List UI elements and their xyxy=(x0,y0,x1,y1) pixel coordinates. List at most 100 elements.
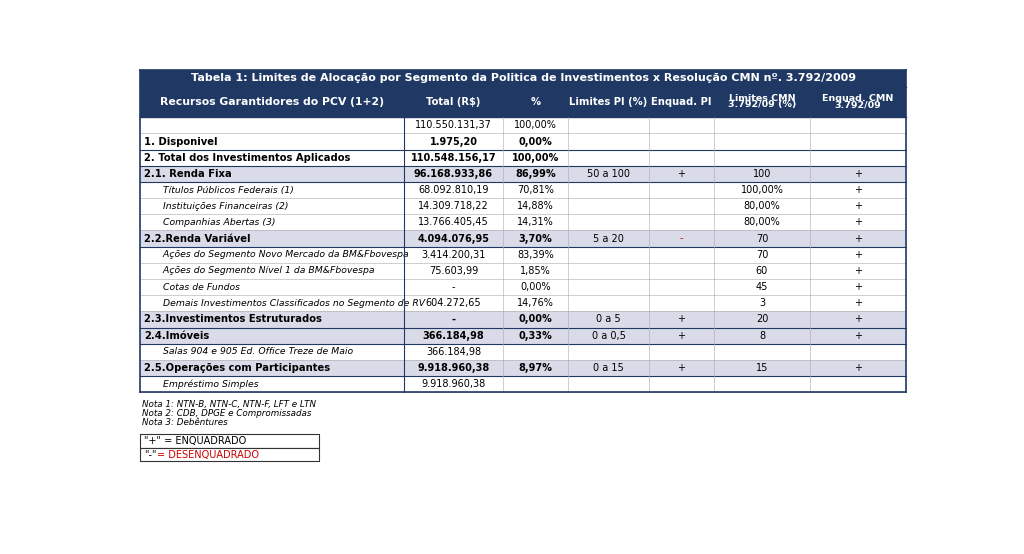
Text: +: + xyxy=(854,266,862,276)
Text: Ações do Segmento Novo Mercado da BM&Fbovespa: Ações do Segmento Novo Mercado da BM&Fbo… xyxy=(155,250,409,259)
Text: 0 a 15: 0 a 15 xyxy=(593,363,624,373)
Text: 0,00%: 0,00% xyxy=(520,282,551,292)
Text: +: + xyxy=(854,331,862,341)
Text: 366.184,98: 366.184,98 xyxy=(423,331,484,341)
Text: 9.918.960,38: 9.918.960,38 xyxy=(421,379,485,389)
Text: Ações do Segmento Nível 1 da BM&Fbovespa: Ações do Segmento Nível 1 da BM&Fbovespa xyxy=(155,266,375,275)
Text: Empréstimo Simples: Empréstimo Simples xyxy=(155,379,259,389)
Text: = DESENQUADRADO: = DESENQUADRADO xyxy=(158,449,259,460)
Text: 20: 20 xyxy=(756,315,768,325)
Bar xyxy=(649,86,714,117)
Text: +: + xyxy=(854,363,862,373)
Text: Enquad. CMN: Enquad. CMN xyxy=(822,94,894,103)
Text: 0 a 0,5: 0 a 0,5 xyxy=(592,331,626,341)
Text: +: + xyxy=(854,282,862,292)
Text: 1. Disponivel: 1. Disponivel xyxy=(144,136,218,147)
Text: Recursos Garantidores do PCV (1+2): Recursos Garantidores do PCV (1+2) xyxy=(160,97,384,107)
Bar xyxy=(140,134,906,150)
Text: Salas 904 e 905 Ed. Office Treze de Maio: Salas 904 e 905 Ed. Office Treze de Maio xyxy=(155,347,353,356)
Bar xyxy=(140,279,906,295)
Text: Limites PI (%): Limites PI (%) xyxy=(569,97,647,107)
Bar xyxy=(140,214,906,230)
Text: 100,00%: 100,00% xyxy=(514,120,557,130)
Text: 2.1. Renda Fixa: 2.1. Renda Fixa xyxy=(144,169,232,179)
Text: 9.918.960,38: 9.918.960,38 xyxy=(418,363,489,373)
Text: 0,00%: 0,00% xyxy=(519,136,553,147)
Text: 70,81%: 70,81% xyxy=(517,185,554,195)
Text: 45: 45 xyxy=(756,282,768,292)
Text: 2.3.Investimentos Estruturados: 2.3.Investimentos Estruturados xyxy=(144,315,323,325)
Text: Nota 1: NTN-B, NTN-C, NTN-F, LFT e LTN: Nota 1: NTN-B, NTN-C, NTN-F, LFT e LTN xyxy=(142,400,316,409)
Text: 14.309.718,22: 14.309.718,22 xyxy=(418,201,488,211)
Text: 100: 100 xyxy=(753,169,771,179)
Text: +: + xyxy=(854,298,862,308)
Text: Companhias Abertas (3): Companhias Abertas (3) xyxy=(155,218,275,227)
Bar xyxy=(403,86,503,117)
Text: -: - xyxy=(680,234,683,244)
Text: 0,33%: 0,33% xyxy=(519,331,553,341)
Text: 70: 70 xyxy=(756,234,768,244)
Bar xyxy=(140,150,906,166)
Text: 5 a 20: 5 a 20 xyxy=(593,234,624,244)
Text: 80,00%: 80,00% xyxy=(743,201,780,211)
Bar xyxy=(140,117,906,134)
Text: 366.184,98: 366.184,98 xyxy=(426,347,481,357)
Text: +: + xyxy=(677,169,685,179)
Text: 2.5.Operações com Participantes: 2.5.Operações com Participantes xyxy=(144,363,331,373)
Bar xyxy=(140,230,906,247)
Text: "+" = ENQUADRADO: "+" = ENQUADRADO xyxy=(144,435,247,446)
Bar xyxy=(140,70,906,86)
Bar xyxy=(140,343,906,360)
Text: Nota 2: CDB, DPGE e Compromissadas: Nota 2: CDB, DPGE e Compromissadas xyxy=(142,409,311,418)
Text: 3.792/09: 3.792/09 xyxy=(835,100,882,110)
Text: +: + xyxy=(854,250,862,260)
Text: +: + xyxy=(677,331,685,341)
Text: Cotas de Fundos: Cotas de Fundos xyxy=(155,283,241,291)
Bar xyxy=(140,360,906,376)
Text: 8,97%: 8,97% xyxy=(519,363,553,373)
Bar xyxy=(140,434,318,448)
Text: 83,39%: 83,39% xyxy=(517,250,554,260)
Text: Demais Investimentos Classificados no Segmento de RV: Demais Investimentos Classificados no Se… xyxy=(155,299,426,308)
Bar xyxy=(714,86,810,117)
Text: 96.168.933,86: 96.168.933,86 xyxy=(414,169,493,179)
Text: -: - xyxy=(452,315,456,325)
Text: 2.2.Renda Variável: 2.2.Renda Variável xyxy=(144,234,251,244)
Text: "-": "-" xyxy=(144,449,157,460)
Text: 4.094.076,95: 4.094.076,95 xyxy=(418,234,489,244)
Text: 2. Total dos Investimentos Aplicados: 2. Total dos Investimentos Aplicados xyxy=(144,153,350,163)
Text: 86,99%: 86,99% xyxy=(515,169,556,179)
Bar xyxy=(140,263,906,279)
Text: %: % xyxy=(530,97,541,107)
Text: +: + xyxy=(854,217,862,227)
Bar xyxy=(568,86,649,117)
Text: Total (R$): Total (R$) xyxy=(426,97,480,107)
Bar xyxy=(503,86,568,117)
Bar xyxy=(140,166,906,182)
Bar xyxy=(140,198,906,214)
Text: 75.603,99: 75.603,99 xyxy=(429,266,478,276)
Text: +: + xyxy=(854,169,862,179)
Text: 60: 60 xyxy=(756,266,768,276)
Text: 3.792/09 (%): 3.792/09 (%) xyxy=(728,100,796,110)
Text: Limites CMN: Limites CMN xyxy=(729,94,796,103)
Text: 100,00%: 100,00% xyxy=(740,185,783,195)
Text: Instituições Financeiras (2): Instituições Financeiras (2) xyxy=(155,202,289,211)
Text: +: + xyxy=(854,185,862,195)
Text: 14,76%: 14,76% xyxy=(517,298,554,308)
Bar xyxy=(140,448,318,461)
Text: 15: 15 xyxy=(756,363,768,373)
Text: 3: 3 xyxy=(759,298,765,308)
Text: -: - xyxy=(452,282,456,292)
Text: 8: 8 xyxy=(759,331,765,341)
Text: 3.414.200,31: 3.414.200,31 xyxy=(421,250,485,260)
Bar xyxy=(140,376,906,392)
Text: 70: 70 xyxy=(756,250,768,260)
Text: +: + xyxy=(854,201,862,211)
Text: 14,88%: 14,88% xyxy=(517,201,554,211)
Text: Títulos Públicos Federais (1): Títulos Públicos Federais (1) xyxy=(155,186,294,194)
Bar xyxy=(140,86,403,117)
Text: +: + xyxy=(854,234,862,244)
Text: +: + xyxy=(854,315,862,325)
Text: 2.4.Imóveis: 2.4.Imóveis xyxy=(144,331,210,341)
